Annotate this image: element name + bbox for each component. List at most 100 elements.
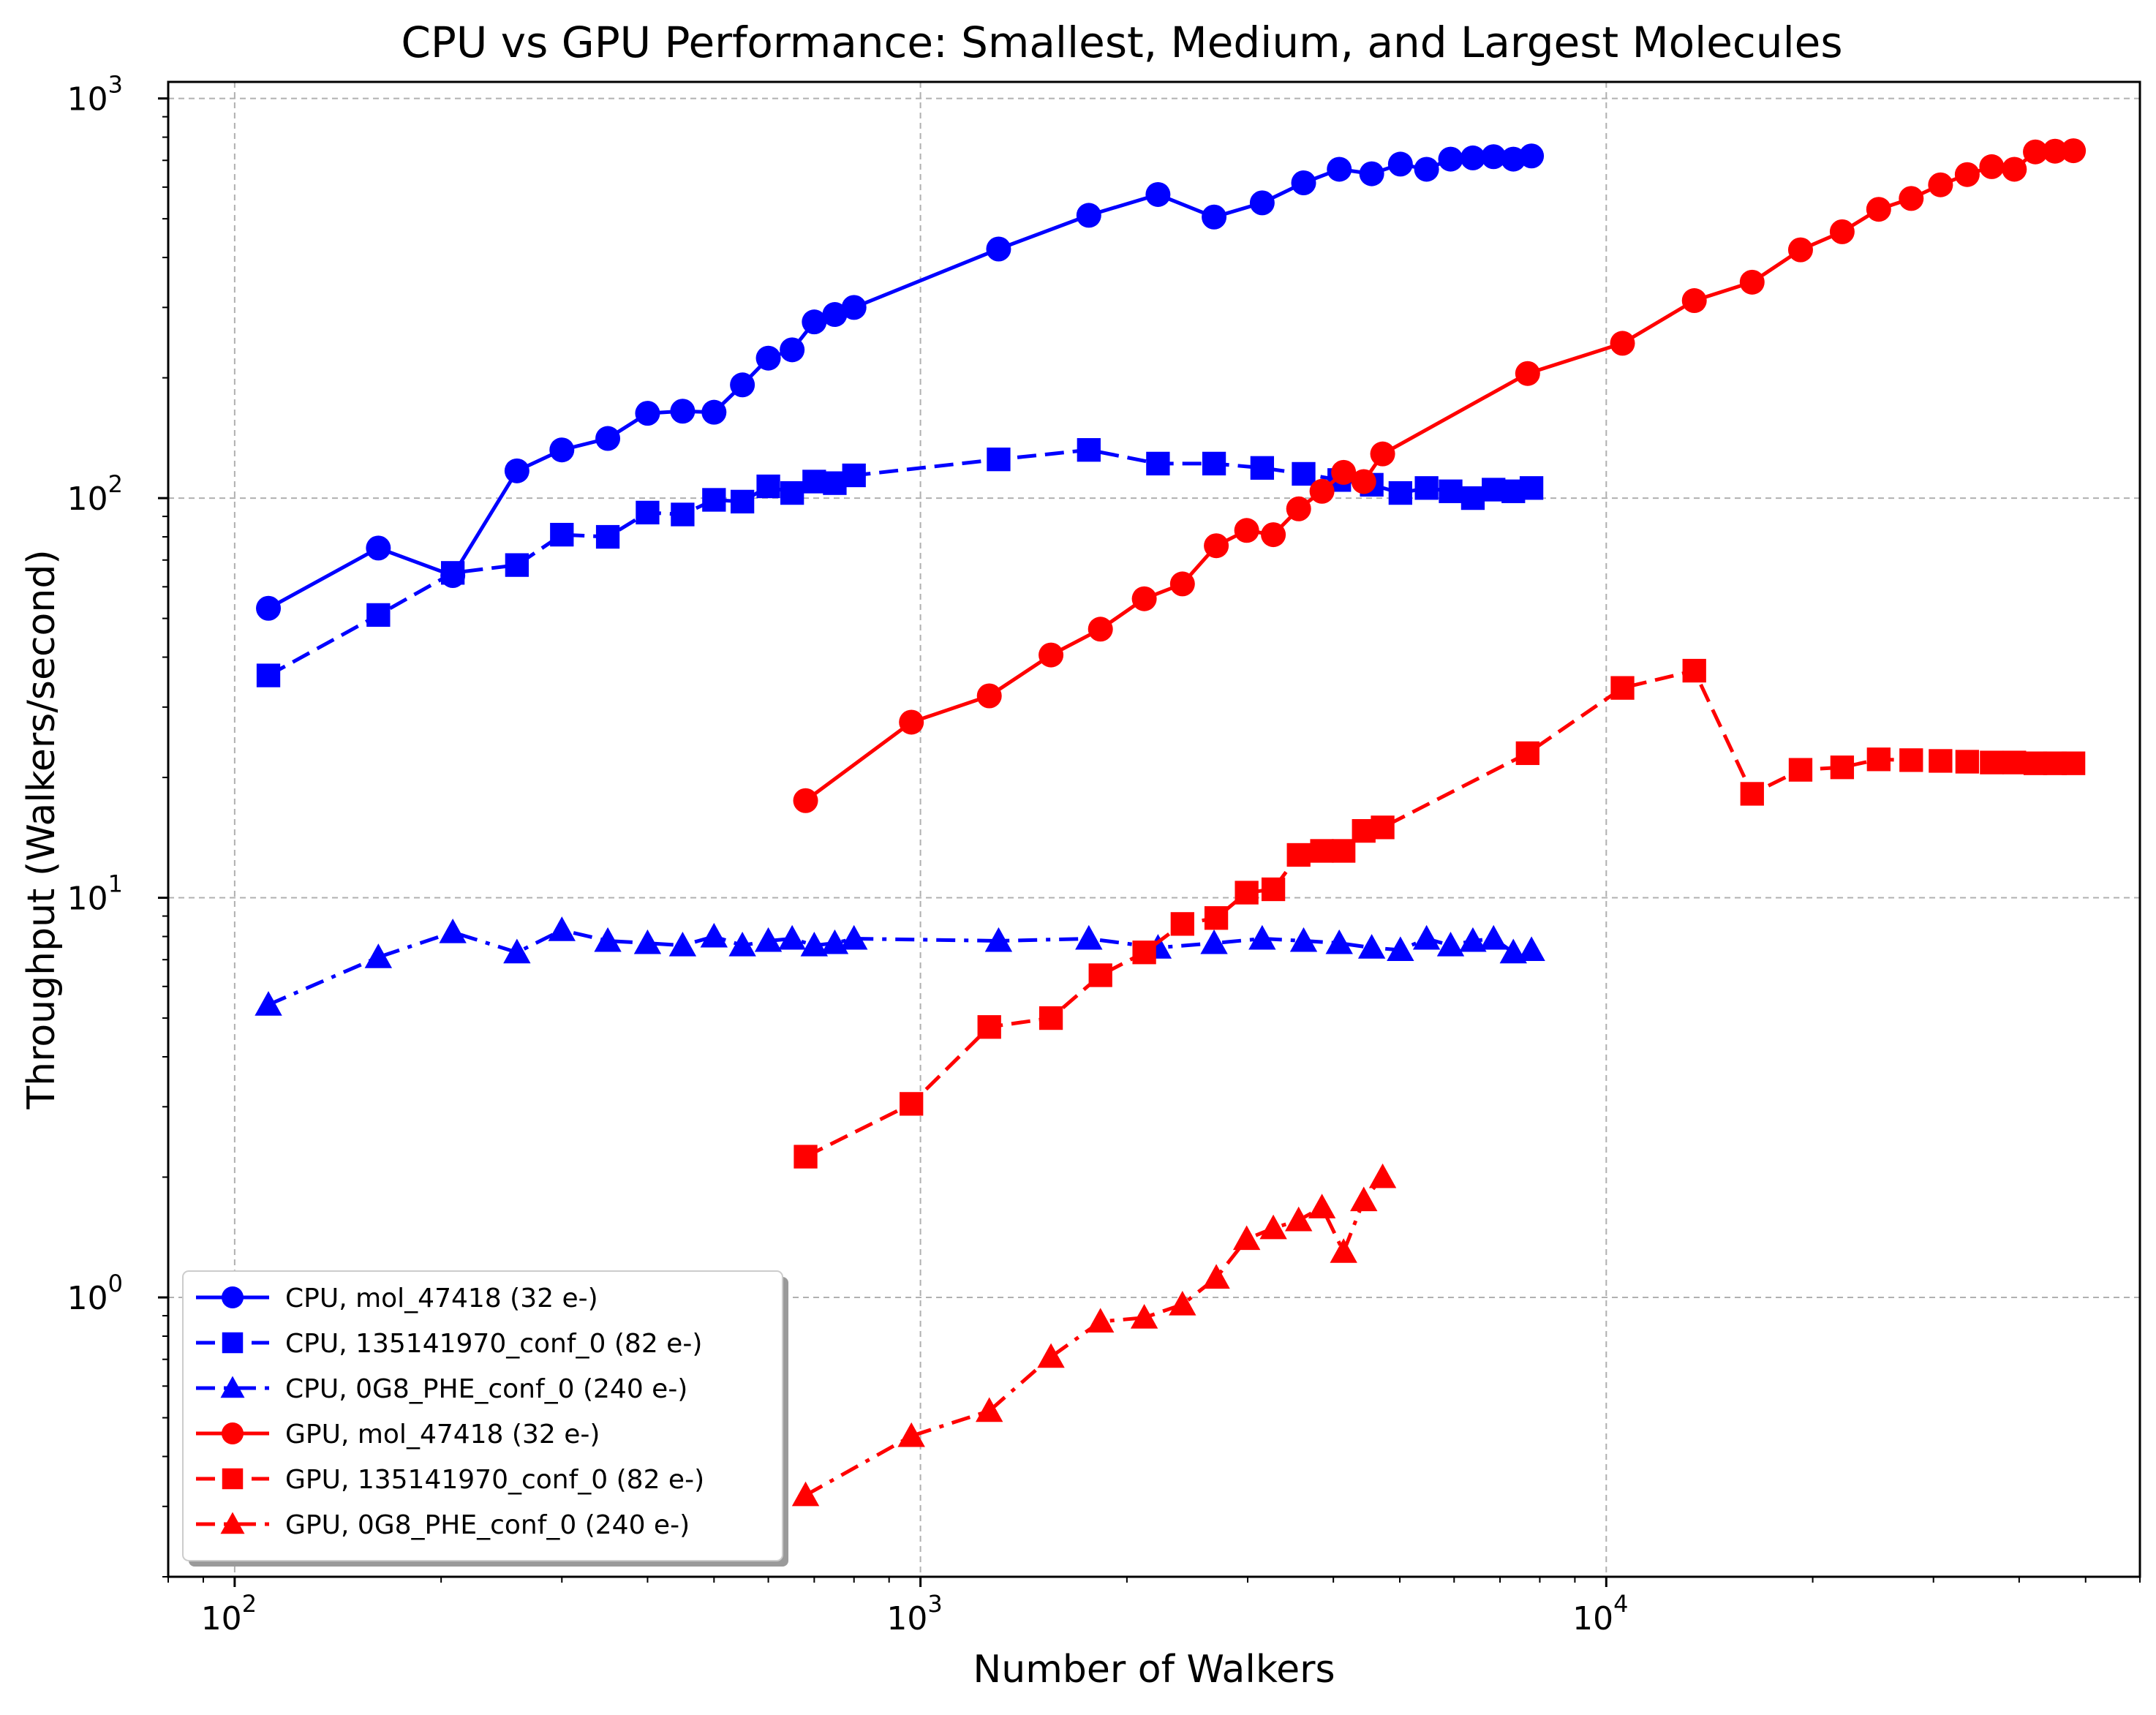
data-point <box>1515 741 1539 766</box>
data-point <box>1980 750 2004 774</box>
data-point <box>1332 839 1356 863</box>
data-point <box>1899 186 1924 211</box>
legend-label: GPU, 135141970_conf_0 (82 e-) <box>285 1465 704 1495</box>
data-point <box>986 236 1011 262</box>
data-point <box>1515 361 1540 386</box>
data-point <box>1261 522 1286 548</box>
data-point <box>794 1145 818 1169</box>
data-point <box>1289 927 1318 952</box>
data-point <box>1740 782 1764 806</box>
data-point <box>2002 750 2027 774</box>
data-point <box>439 918 467 943</box>
legend-marker <box>222 1286 244 1308</box>
data-point <box>1954 162 1980 187</box>
data-point <box>1146 451 1170 476</box>
data-point <box>504 458 529 483</box>
data-point <box>1866 197 1891 222</box>
data-point <box>1310 839 1334 863</box>
data-point <box>1460 486 1485 510</box>
data-point <box>1518 936 1545 961</box>
data-point <box>505 553 529 577</box>
data-point <box>633 929 662 954</box>
data-point <box>1250 456 1275 480</box>
data-point <box>1309 478 1335 504</box>
data-point <box>549 437 575 463</box>
data-point <box>897 1422 925 1447</box>
data-point <box>2042 138 2068 164</box>
data-point <box>1387 936 1414 961</box>
data-point <box>778 924 806 950</box>
data-point <box>780 480 804 505</box>
legend-marker <box>222 1332 244 1354</box>
data-point <box>1436 931 1465 957</box>
data-point <box>1350 1186 1378 1212</box>
data-point <box>1075 924 1103 950</box>
data-point <box>800 931 829 957</box>
x-tick-exponent: 2 <box>242 1590 257 1618</box>
data-point <box>755 345 781 371</box>
series-5 <box>794 658 2086 1169</box>
data-point <box>1286 496 1311 521</box>
data-point <box>1331 459 1357 485</box>
data-point <box>1412 924 1441 950</box>
legend-label: GPU, mol_47418 (32 e-) <box>285 1420 600 1450</box>
data-point <box>256 595 282 621</box>
series-4 <box>793 138 2087 813</box>
data-point <box>1248 924 1276 950</box>
legend-marker <box>222 1468 244 1490</box>
legend-item: CPU, mol_47418 (32 e-) <box>196 1284 598 1313</box>
data-point <box>802 470 826 494</box>
y-tick-exponent: 0 <box>108 1270 123 1297</box>
data-point <box>503 938 531 964</box>
data-point <box>976 1397 1003 1422</box>
legend-marker <box>222 1422 244 1444</box>
data-point <box>791 1481 820 1507</box>
data-point <box>1414 157 1439 182</box>
data-point <box>1259 1214 1287 1240</box>
data-point <box>255 991 282 1016</box>
data-point <box>256 663 281 687</box>
data-point <box>701 399 727 425</box>
data-point <box>366 535 391 561</box>
data-point <box>1261 877 1286 902</box>
y-axis-label: Throughput (Walkers/second) <box>20 549 64 1109</box>
y-tick-exponent: 2 <box>108 470 123 498</box>
data-point <box>841 295 867 320</box>
data-point <box>1308 1194 1336 1218</box>
data-point <box>1330 1238 1357 1263</box>
data-point <box>1234 518 1259 543</box>
data-point <box>595 524 620 549</box>
data-point <box>756 474 780 499</box>
series-2 <box>256 438 1544 687</box>
data-point <box>802 309 827 335</box>
legend-box <box>182 1270 783 1561</box>
x-tick-exponent: 3 <box>927 1590 942 1618</box>
legend-item: CPU, 0G8_PHE_conf_0 (240 e-) <box>196 1374 687 1404</box>
data-point <box>1438 146 1463 172</box>
data-point <box>700 922 728 948</box>
data-point <box>728 931 756 957</box>
data-point <box>1086 1308 1115 1333</box>
data-point <box>1739 269 1765 295</box>
data-point <box>1387 151 1413 177</box>
data-point <box>1204 906 1229 930</box>
data-point <box>1039 1006 1063 1030</box>
data-point <box>976 683 1002 709</box>
legend: CPU, mol_47418 (32 e-) CPU, 135141970_con… <box>182 1270 788 1567</box>
legend-label: CPU, mol_47418 (32 e-) <box>285 1284 598 1313</box>
data-point <box>1460 145 1485 170</box>
data-point <box>987 447 1011 472</box>
data-point <box>899 709 924 735</box>
data-point <box>1202 451 1226 476</box>
data-point <box>1291 170 1316 195</box>
data-point <box>1357 934 1386 959</box>
data-point <box>2061 138 2087 164</box>
data-point <box>1359 161 1384 186</box>
data-point <box>366 603 391 627</box>
data-point <box>984 927 1013 952</box>
data-point <box>1351 469 1376 494</box>
legend-marker <box>220 1512 245 1534</box>
data-point <box>1202 1264 1230 1289</box>
data-point <box>1039 642 1064 668</box>
data-point <box>840 924 868 950</box>
